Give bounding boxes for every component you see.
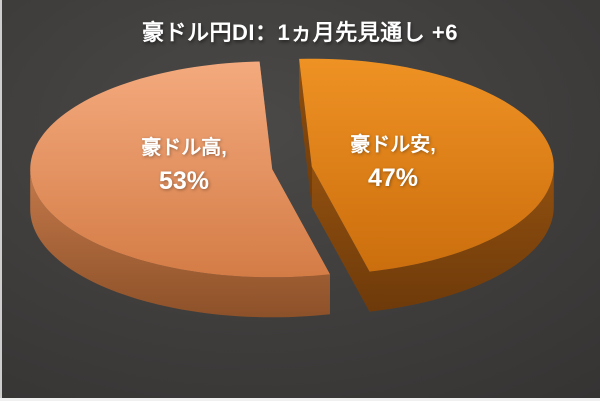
pie-slice-cut-wall (299, 58, 312, 207)
pie-slice-1 (299, 58, 554, 312)
pie-slice-rim (369, 167, 554, 312)
left-edge-line (0, 0, 2, 401)
chart-title: 豪ドル円DI：1ヵ月先見通し +6 (142, 20, 458, 45)
pie-slice-rim (30, 170, 330, 318)
pie-slice-top (30, 61, 330, 278)
pie-slice-top (299, 58, 554, 272)
bottom-edge-line (0, 398, 600, 401)
pie-slice-cut-wall (311, 166, 370, 312)
pie-slice-0 (30, 61, 330, 318)
